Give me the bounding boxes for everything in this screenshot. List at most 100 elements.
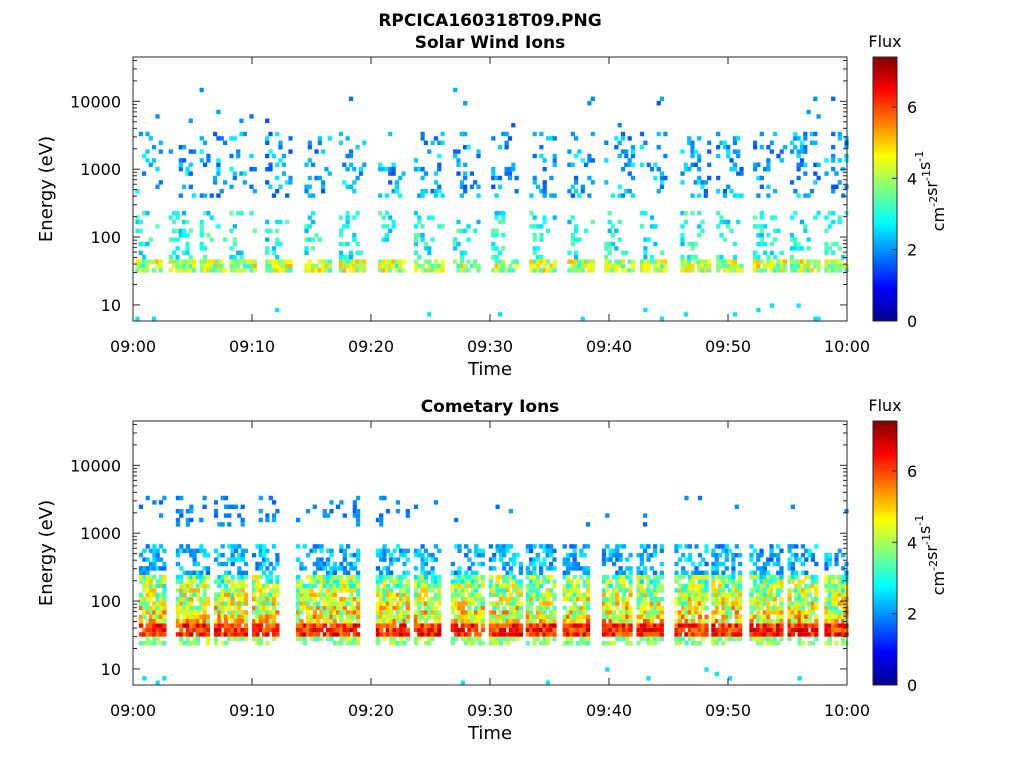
heatmap-cell (142, 627, 147, 633)
heatmap-cell (476, 263, 481, 269)
heatmap-cell (457, 601, 462, 606)
heatmap-cell (205, 641, 210, 646)
y-tick-label: 10000 (70, 456, 121, 475)
heatmap-cell (223, 619, 229, 624)
heatmap-cell (142, 601, 147, 606)
heatmap-cell (417, 219, 422, 225)
heatmap-cell (309, 583, 314, 589)
heatmap-cell (804, 614, 809, 619)
heatmap-cell (345, 215, 350, 220)
heatmap-cell (327, 259, 332, 264)
heatmap-cell (569, 583, 574, 589)
heatmap-cell (299, 623, 304, 628)
heatmap-cell (430, 570, 435, 575)
heatmap-cell (766, 610, 771, 615)
heatmap-cell (268, 561, 273, 567)
heatmap-cell (690, 193, 695, 198)
heatmap-cell (332, 601, 337, 606)
heatmap-cell (834, 575, 839, 580)
heatmap-cell (358, 250, 364, 255)
heatmap-cell (342, 632, 347, 637)
heatmap-cell (240, 601, 245, 606)
heatmap-cell (237, 632, 242, 637)
heatmap-cell (809, 140, 815, 145)
heatmap-cell (680, 224, 685, 229)
heatmap-cell (420, 193, 425, 198)
heatmap-cell (827, 592, 832, 597)
heatmap-cell (392, 627, 397, 633)
heatmap-cell (319, 636, 324, 641)
heatmap-cell (450, 592, 455, 597)
heatmap-cell (535, 268, 541, 273)
heatmap-cell (402, 592, 407, 597)
heatmap-cell (532, 627, 537, 633)
heatmap-cell (474, 632, 479, 637)
heatmap-cell (505, 614, 510, 619)
heatmap-cell (787, 614, 792, 619)
heatmap-cell (575, 605, 581, 611)
heatmap-cell (837, 592, 842, 597)
heatmap-cell (229, 268, 234, 273)
heatmap-cell (773, 237, 778, 242)
heatmap-cell (617, 263, 622, 269)
heatmap-cell (375, 579, 380, 584)
heatmap-cell (382, 605, 387, 611)
heatmap-cell (321, 149, 326, 154)
heatmap-cell (625, 605, 630, 611)
heatmap-cell (216, 109, 221, 115)
heatmap-cell (827, 224, 832, 229)
heatmap-cell (572, 632, 577, 637)
heatmap-cell (738, 553, 743, 558)
heatmap-cell (405, 557, 410, 562)
heatmap-cell (346, 597, 351, 602)
heatmap-cell (336, 614, 341, 619)
heatmap-cell (732, 259, 737, 264)
heatmap-cell (601, 619, 607, 624)
heatmap-cell (545, 605, 550, 611)
heatmap-cell (722, 219, 727, 225)
heatmap-cell (460, 614, 465, 619)
heatmap-cell (185, 167, 190, 172)
heatmap-cell (511, 167, 516, 172)
heatmap-cell (348, 255, 354, 260)
heatmap-cell (460, 680, 465, 685)
heatmap-cell (382, 548, 387, 553)
heatmap-cell (306, 632, 311, 637)
heatmap-cell (809, 131, 815, 137)
heatmap-cell (837, 583, 842, 589)
heatmap-cell (766, 167, 771, 172)
heatmap-cell (430, 237, 435, 242)
heatmap-cell (769, 149, 774, 154)
heatmap-cell (731, 627, 736, 633)
heatmap-cell (684, 623, 689, 628)
heatmap-cell (529, 627, 534, 633)
heatmap-cell (258, 566, 263, 571)
heatmap-cell (762, 619, 767, 624)
heatmap-cell (701, 575, 706, 580)
heatmap-cell (230, 592, 235, 597)
heatmap-cell (355, 259, 360, 264)
heatmap-cell (542, 184, 547, 189)
heatmap-cell (399, 575, 404, 580)
heatmap-cell (649, 553, 654, 558)
heatmap-cell (417, 619, 422, 624)
heatmap-cell (639, 544, 644, 549)
heatmap-cell (542, 180, 547, 185)
heatmap-cell (535, 623, 540, 628)
heatmap-cell (787, 597, 792, 602)
heatmap-cell (572, 627, 577, 633)
heatmap-cell (405, 601, 410, 606)
heatmap-cell (252, 575, 257, 580)
heatmap-cell (738, 597, 743, 602)
heatmap-cell (796, 193, 801, 198)
heatmap-cell (714, 544, 719, 549)
heatmap-cell (417, 623, 422, 628)
heatmap-cell (701, 636, 706, 641)
heatmap-cell (321, 268, 326, 273)
heatmap-cell (322, 575, 327, 580)
heatmap-cell (763, 167, 768, 172)
heatmap-cell (454, 614, 459, 619)
heatmap-cell (827, 263, 832, 269)
heatmap-cell (789, 246, 795, 251)
heatmap-cell (505, 583, 510, 589)
